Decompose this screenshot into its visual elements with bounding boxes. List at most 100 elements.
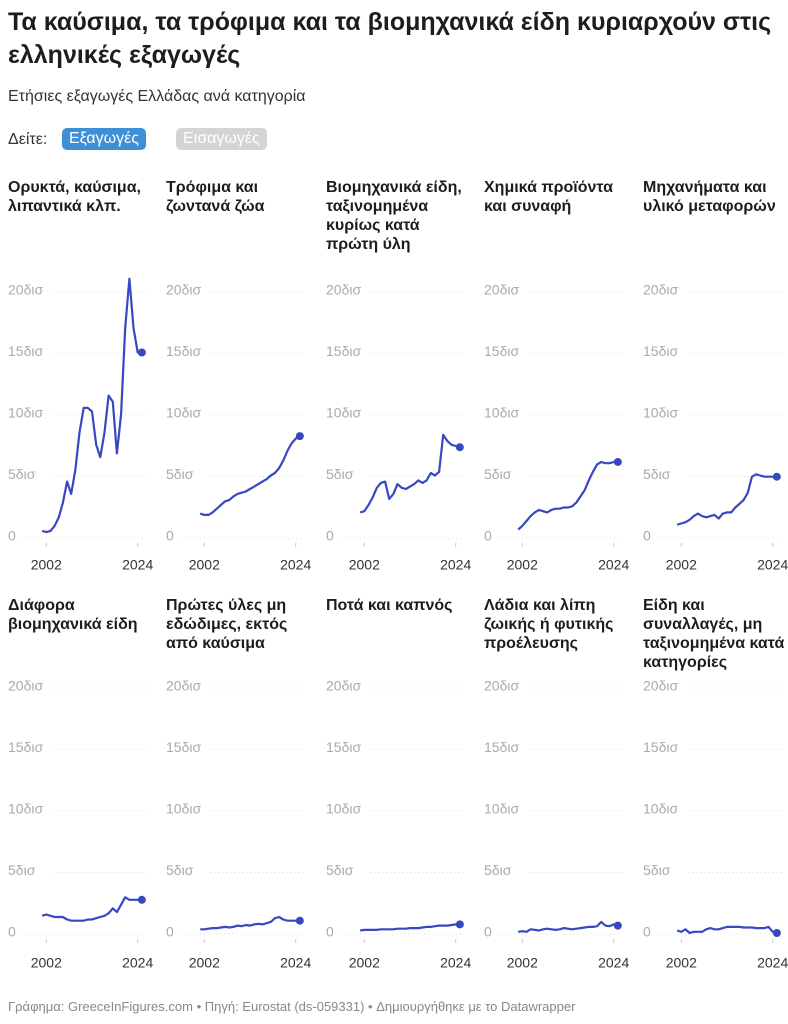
y-tick-label: 15δισ (8, 739, 43, 755)
x-tick-label: 2002 (507, 955, 538, 971)
x-tick-label: 2002 (349, 557, 380, 573)
y-tick-label: 5δισ (326, 862, 354, 878)
y-tick-label: 5δισ (484, 862, 512, 878)
panel-title: Βιομηχανικά είδη, ταξινομημένα κυρίως κα… (326, 179, 462, 253)
y-tick-label: 10δισ (484, 801, 519, 817)
y-tick-label: 10δισ (643, 801, 678, 817)
y-tick-label: 5δισ (643, 862, 671, 878)
x-tick-label: 2024 (598, 955, 629, 971)
y-tick-label: 5δισ (8, 466, 36, 482)
line (359, 433, 461, 514)
line (41, 896, 142, 922)
x-tick-label: 2002 (349, 955, 380, 971)
y-tick-label: 20δισ (166, 678, 201, 694)
y-tick-label: 15δισ (643, 343, 678, 359)
x-tick-label: 2024 (440, 557, 471, 573)
y-tick-label: 5δισ (326, 466, 354, 482)
y-tick-label: 0 (8, 528, 16, 544)
line (199, 435, 301, 516)
end-dot (613, 457, 622, 466)
end-dot (455, 920, 464, 929)
y-tick-label: 15δισ (484, 343, 519, 359)
y-tick-label: 5δισ (166, 862, 194, 878)
x-tick-label: 2002 (666, 557, 697, 573)
end-dot (295, 916, 304, 925)
y-tick-label: 20δισ (326, 282, 361, 298)
y-tick-label: 20δισ (326, 678, 361, 694)
y-tick-label: 0 (166, 528, 174, 544)
y-tick-label: 0 (643, 924, 651, 940)
line (518, 920, 619, 933)
y-tick-label: 20δισ (643, 678, 678, 694)
y-tick-label: 20δισ (484, 678, 519, 694)
end-dot (137, 895, 146, 904)
tab-button[interactable]: Εισαγωγές (176, 128, 267, 150)
y-tick-label: 0 (643, 528, 651, 544)
y-tick-label: 15δισ (166, 343, 201, 359)
panel-title: Ποτά και καπνός (326, 597, 453, 614)
line (676, 925, 778, 935)
panel-title: Χημικά προϊόντα και συναφή (484, 179, 613, 215)
x-tick-label: 2002 (31, 557, 62, 573)
panel-title: Είδη και συναλλαγές, μη ταξινομημένα κατ… (643, 597, 785, 671)
y-tick-label: 0 (166, 924, 174, 940)
x-tick-label: 2024 (122, 955, 153, 971)
x-tick-label: 2024 (280, 955, 311, 971)
y-tick-label: 20δισ (643, 282, 678, 298)
x-tick-label: 2002 (189, 557, 220, 573)
x-tick-label: 2002 (31, 955, 62, 971)
y-tick-label: 15δισ (484, 739, 519, 755)
x-tick-label: 2024 (440, 955, 471, 971)
x-tick-label: 2024 (757, 557, 788, 573)
y-tick-label: 5δισ (8, 862, 36, 878)
footer: Γράφημα: GreeceInFigures.com • Πηγή: Eur… (8, 999, 576, 1014)
y-tick-label: 10δισ (166, 801, 201, 817)
panel-title: Λάδια και λίπη ζωικής ή φυτικής προέλευσ… (484, 597, 614, 652)
y-tick-label: 10δισ (643, 405, 678, 421)
y-tick-label: 0 (326, 528, 334, 544)
y-tick-label: 5δισ (643, 466, 671, 482)
subtitle: Ετήσιες εξαγωγές Ελλάδας ανά κατηγορία (8, 88, 306, 105)
y-tick-label: 15δισ (326, 739, 361, 755)
panel-title: Πρώτες ύλες μη εδώδιμες, εκτός από καύσι… (166, 597, 288, 652)
panel-title: Τρόφιμα και ζωντανά ζώα (166, 179, 265, 215)
title: Τα καύσιμα, τα τρόφιμα και τα βιομηχανικ… (8, 8, 772, 69)
y-tick-label: 0 (484, 924, 492, 940)
y-tick-label: 15δισ (643, 739, 678, 755)
y-tick-label: 0 (484, 528, 492, 544)
panel-title: Ορυκτά, καύσιμα, λιπαντικά κλπ. (8, 179, 141, 215)
y-tick-label: 10δισ (8, 405, 43, 421)
x-tick-label: 2024 (122, 557, 153, 573)
end-dot (295, 432, 304, 441)
x-tick-label: 2002 (507, 557, 538, 573)
y-tick-label: 20δισ (8, 282, 43, 298)
y-tick-label: 20δισ (8, 678, 43, 694)
y-tick-label: 15δισ (166, 739, 201, 755)
y-tick-label: 5δισ (484, 466, 512, 482)
line (517, 460, 618, 531)
line (41, 277, 142, 534)
line (360, 923, 460, 932)
end-dot (613, 921, 622, 930)
y-tick-label: 0 (326, 924, 334, 940)
x-tick-label: 2002 (666, 955, 697, 971)
y-tick-label: 20δισ (484, 282, 519, 298)
y-tick-label: 10δισ (326, 801, 361, 817)
panel-title: Διάφορα βιομηχανικά είδη (8, 597, 138, 633)
y-tick-label: 10δισ (8, 801, 43, 817)
line (676, 473, 777, 526)
tab-button[interactable]: Εξαγωγές (62, 128, 146, 150)
y-tick-label: 5δισ (166, 466, 194, 482)
selector-label: Δείτε: (8, 131, 48, 148)
x-tick-label: 2024 (280, 557, 311, 573)
y-tick-label: 0 (8, 924, 16, 940)
panel-title: Μηχανήματα και υλικό μεταφορών (643, 179, 776, 215)
end-dot (455, 443, 464, 452)
x-tick-label: 2024 (757, 955, 788, 971)
end-dot (772, 472, 781, 481)
end-dot (772, 929, 781, 937)
end-dot (137, 348, 146, 357)
x-tick-label: 2002 (189, 955, 220, 971)
